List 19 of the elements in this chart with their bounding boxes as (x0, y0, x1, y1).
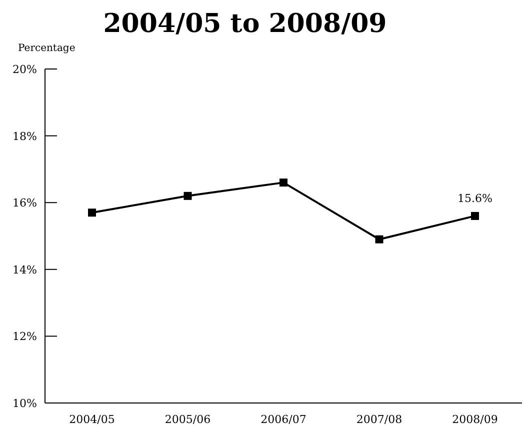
x-tick-label: 2007/08 (356, 413, 402, 426)
y-tick-label: 16% (12, 196, 37, 210)
y-tick-label: 12% (12, 330, 37, 344)
data-label: 15.6% (458, 192, 492, 205)
y-tick-label: 14% (12, 263, 37, 276)
y-axis-title: Percentage (18, 43, 76, 54)
x-tick-label: 2006/07 (260, 413, 306, 426)
x-tick-label: 2004/05 (69, 413, 115, 426)
x-tick-label: 2008/09 (452, 413, 498, 426)
point (280, 178, 288, 187)
y-tick-label: 20% (12, 63, 37, 76)
y-tick-label: 10% (12, 397, 37, 410)
chart-title: 2004/05 to 2008/09 (103, 9, 387, 39)
point (88, 208, 96, 217)
point (471, 212, 479, 220)
y-tick-label: 18% (12, 130, 37, 143)
x-tick-label: 2005/06 (164, 413, 211, 426)
point (375, 235, 384, 244)
point (184, 192, 192, 200)
